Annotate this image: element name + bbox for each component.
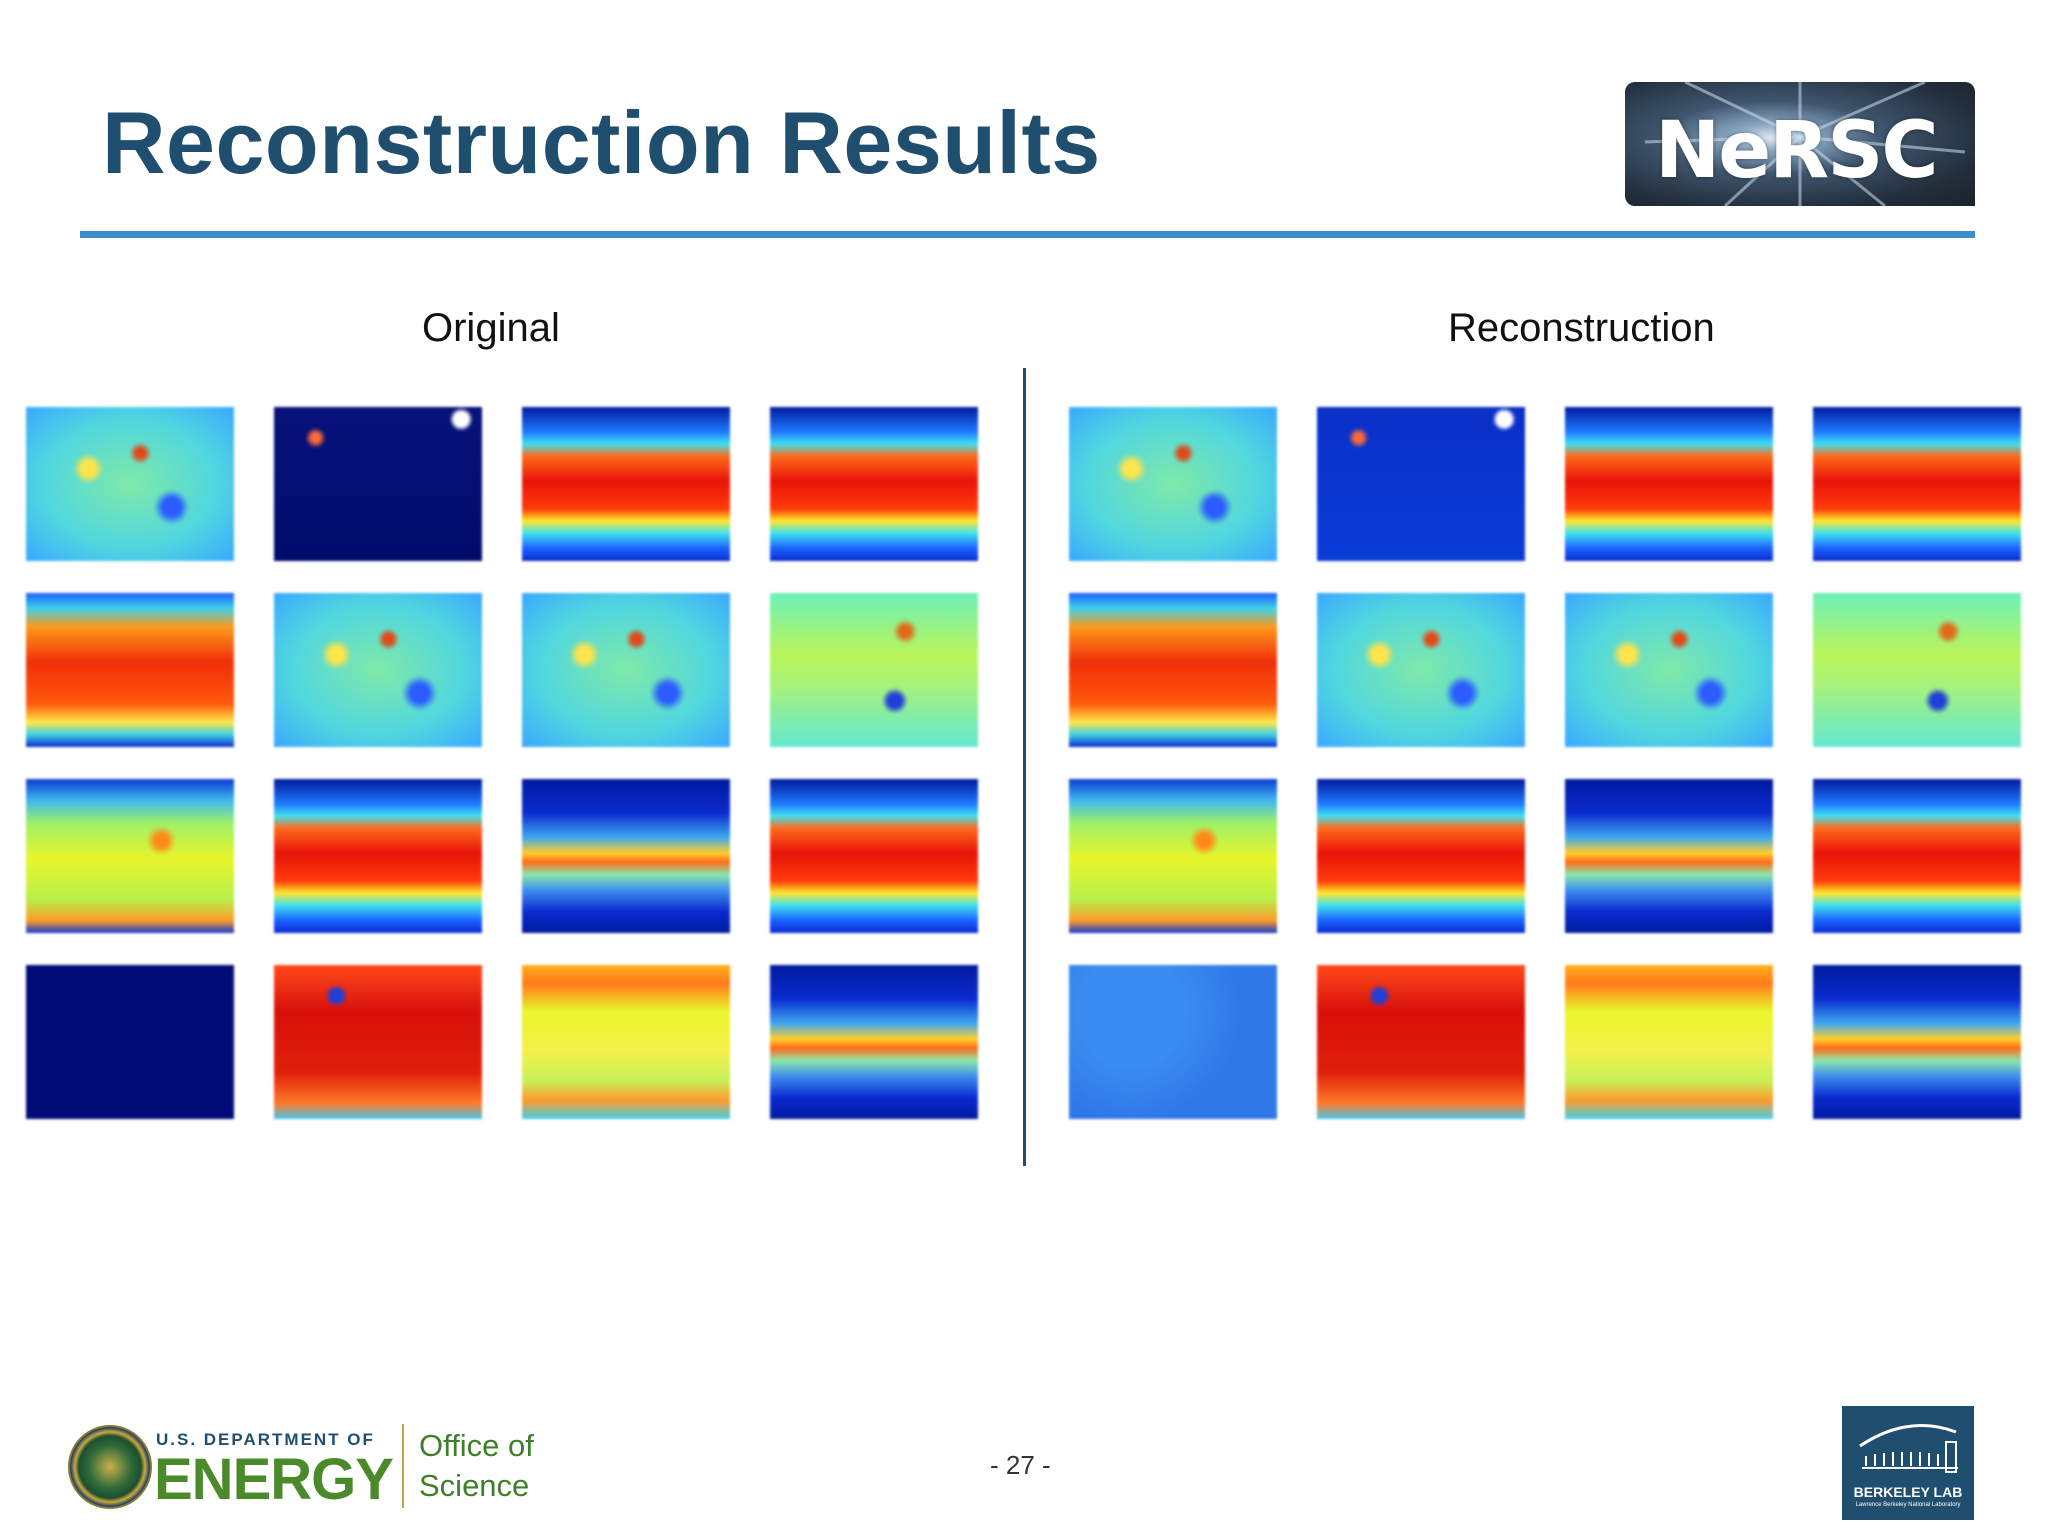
heatmap-thumbnail (274, 965, 482, 1119)
heatmap-thumbnail (770, 779, 978, 933)
logo-separator (402, 1424, 404, 1508)
heatmap-thumbnail (26, 593, 234, 747)
office-line-2: Science (419, 1468, 530, 1503)
doe-small-text: U.S. DEPARTMENT OF (156, 1430, 375, 1449)
heatmap-thumbnail (1813, 407, 2021, 561)
heatmap-thumbnail (770, 407, 978, 561)
heatmap-thumbnail (1317, 965, 1525, 1119)
slide-title: Reconstruction Results (102, 93, 1101, 192)
berkeley-lab-subtext: Lawrence Berkeley National Laboratory (1855, 1502, 1961, 1508)
nersc-logo: NeRSC (1625, 82, 1975, 206)
doe-office-of-science-logo: U.S. DEPARTMENT OF ENERGY Office of Scie… (68, 1418, 548, 1514)
heatmap-thumbnail (1317, 779, 1525, 933)
berkeley-lab-logo: BERKELEY LAB Lawrence Berkeley National … (1842, 1406, 1974, 1520)
heatmap-thumbnail (1565, 779, 1773, 933)
heatmap-thumbnail (1565, 965, 1773, 1119)
heatmap-thumbnail (1069, 593, 1277, 747)
nersc-wordmark: NeRSC (1655, 106, 1939, 196)
panel-divider (1023, 368, 1026, 1166)
heatmap-thumbnail (522, 407, 730, 561)
heatmap-thumbnail (1813, 593, 2021, 747)
heatmap-thumbnail (1813, 965, 2021, 1119)
title-rule (80, 231, 1975, 238)
heatmap-thumbnail (1565, 407, 1773, 561)
heatmap-thumbnail (1565, 593, 1773, 747)
heatmap-thumbnail (770, 593, 978, 747)
heatmap-thumbnail (26, 779, 234, 933)
page-number: - 27 - (990, 1450, 1051, 1480)
doe-energy-text: ENERGY (154, 1447, 394, 1512)
heatmap-thumbnail (522, 965, 730, 1119)
office-of-science-text: Office of Science (419, 1426, 534, 1506)
heatmap-thumbnail (274, 407, 482, 561)
heatmap-thumbnail (522, 593, 730, 747)
original-heading: Original (422, 306, 560, 350)
heatmap-thumbnail (1069, 965, 1277, 1119)
heatmap-thumbnail (522, 779, 730, 933)
heatmap-thumbnail (1317, 593, 1525, 747)
heatmap-thumbnail (26, 965, 234, 1119)
berkeley-building-icon (1859, 1424, 1958, 1473)
office-line-1: Office of (419, 1428, 534, 1463)
berkeley-lab-text: BERKELEY LAB (1853, 1484, 1963, 1500)
starburst-graphic (1644, 82, 1966, 206)
doe-seal-icon (68, 1425, 152, 1509)
heatmap-thumbnail (1813, 779, 2021, 933)
heatmap-thumbnail (770, 965, 978, 1119)
heatmap-thumbnail (26, 407, 234, 561)
heatmap-thumbnail (1317, 407, 1525, 561)
reconstruction-heading: Reconstruction (1448, 306, 1715, 350)
heatmap-thumbnail (274, 779, 482, 933)
heatmap-thumbnail (1069, 407, 1277, 561)
heatmap-thumbnail (274, 593, 482, 747)
heatmap-thumbnail (1069, 779, 1277, 933)
